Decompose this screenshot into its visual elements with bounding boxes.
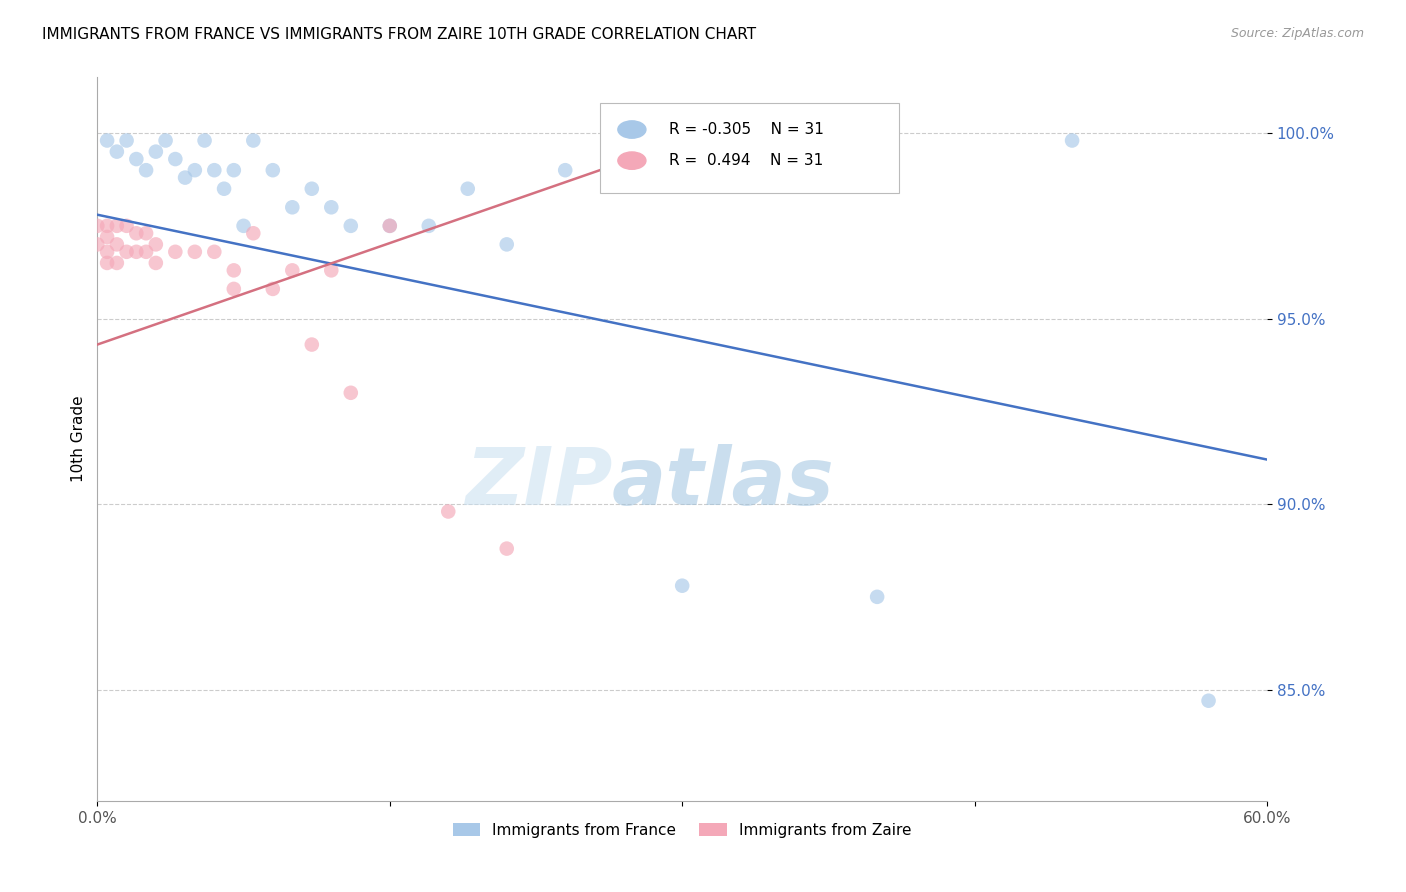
Point — [301, 337, 323, 351]
Point — [135, 244, 157, 259]
Point — [1198, 694, 1220, 708]
Point — [115, 134, 138, 148]
Point — [125, 152, 148, 166]
Point — [135, 226, 157, 240]
Point — [105, 145, 128, 159]
Text: ZIP: ZIP — [464, 443, 612, 522]
Point — [222, 263, 245, 277]
Point — [165, 152, 187, 166]
Point — [96, 219, 118, 233]
Point — [339, 219, 361, 233]
Point — [202, 163, 225, 178]
Point — [866, 590, 889, 604]
Point — [145, 237, 167, 252]
Point — [242, 134, 264, 148]
Point — [281, 200, 304, 214]
Point — [495, 541, 517, 556]
Point — [378, 219, 401, 233]
Point — [86, 237, 108, 252]
Text: Source: ZipAtlas.com: Source: ZipAtlas.com — [1230, 27, 1364, 40]
Y-axis label: 10th Grade: 10th Grade — [72, 396, 86, 483]
Point — [96, 134, 118, 148]
Point — [96, 244, 118, 259]
FancyBboxPatch shape — [600, 103, 898, 194]
Point — [202, 244, 225, 259]
Point — [155, 134, 177, 148]
Point — [165, 244, 187, 259]
Point — [115, 244, 138, 259]
Point — [321, 200, 343, 214]
Legend: Immigrants from France, Immigrants from Zaire: Immigrants from France, Immigrants from … — [447, 816, 918, 844]
Point — [135, 163, 157, 178]
Point — [96, 230, 118, 244]
Point — [613, 163, 636, 178]
Point — [222, 282, 245, 296]
Point — [115, 219, 138, 233]
Text: R = -0.305    N = 31: R = -0.305 N = 31 — [669, 122, 824, 137]
Point — [321, 263, 343, 277]
Point — [212, 182, 235, 196]
Circle shape — [617, 120, 645, 138]
Point — [105, 256, 128, 270]
Text: R =  0.494    N = 31: R = 0.494 N = 31 — [669, 153, 824, 168]
Point — [232, 219, 254, 233]
Point — [339, 385, 361, 400]
Point — [301, 182, 323, 196]
Point — [145, 256, 167, 270]
Point — [671, 579, 693, 593]
Point — [125, 244, 148, 259]
Point — [174, 170, 197, 185]
Circle shape — [617, 152, 645, 169]
Point — [457, 182, 479, 196]
Point — [262, 282, 284, 296]
Point — [281, 263, 304, 277]
Text: IMMIGRANTS FROM FRANCE VS IMMIGRANTS FROM ZAIRE 10TH GRADE CORRELATION CHART: IMMIGRANTS FROM FRANCE VS IMMIGRANTS FRO… — [42, 27, 756, 42]
Text: atlas: atlas — [612, 443, 835, 522]
Point — [86, 219, 108, 233]
Point — [184, 244, 207, 259]
Point — [222, 163, 245, 178]
Point — [105, 219, 128, 233]
Point — [105, 237, 128, 252]
Point — [495, 237, 517, 252]
Point — [242, 226, 264, 240]
Point — [193, 134, 215, 148]
Point — [1062, 134, 1084, 148]
Point — [437, 504, 460, 518]
Point — [378, 219, 401, 233]
Point — [554, 163, 576, 178]
Point — [418, 219, 440, 233]
Point — [145, 145, 167, 159]
Point — [96, 256, 118, 270]
Point — [262, 163, 284, 178]
Point — [125, 226, 148, 240]
Point — [184, 163, 207, 178]
